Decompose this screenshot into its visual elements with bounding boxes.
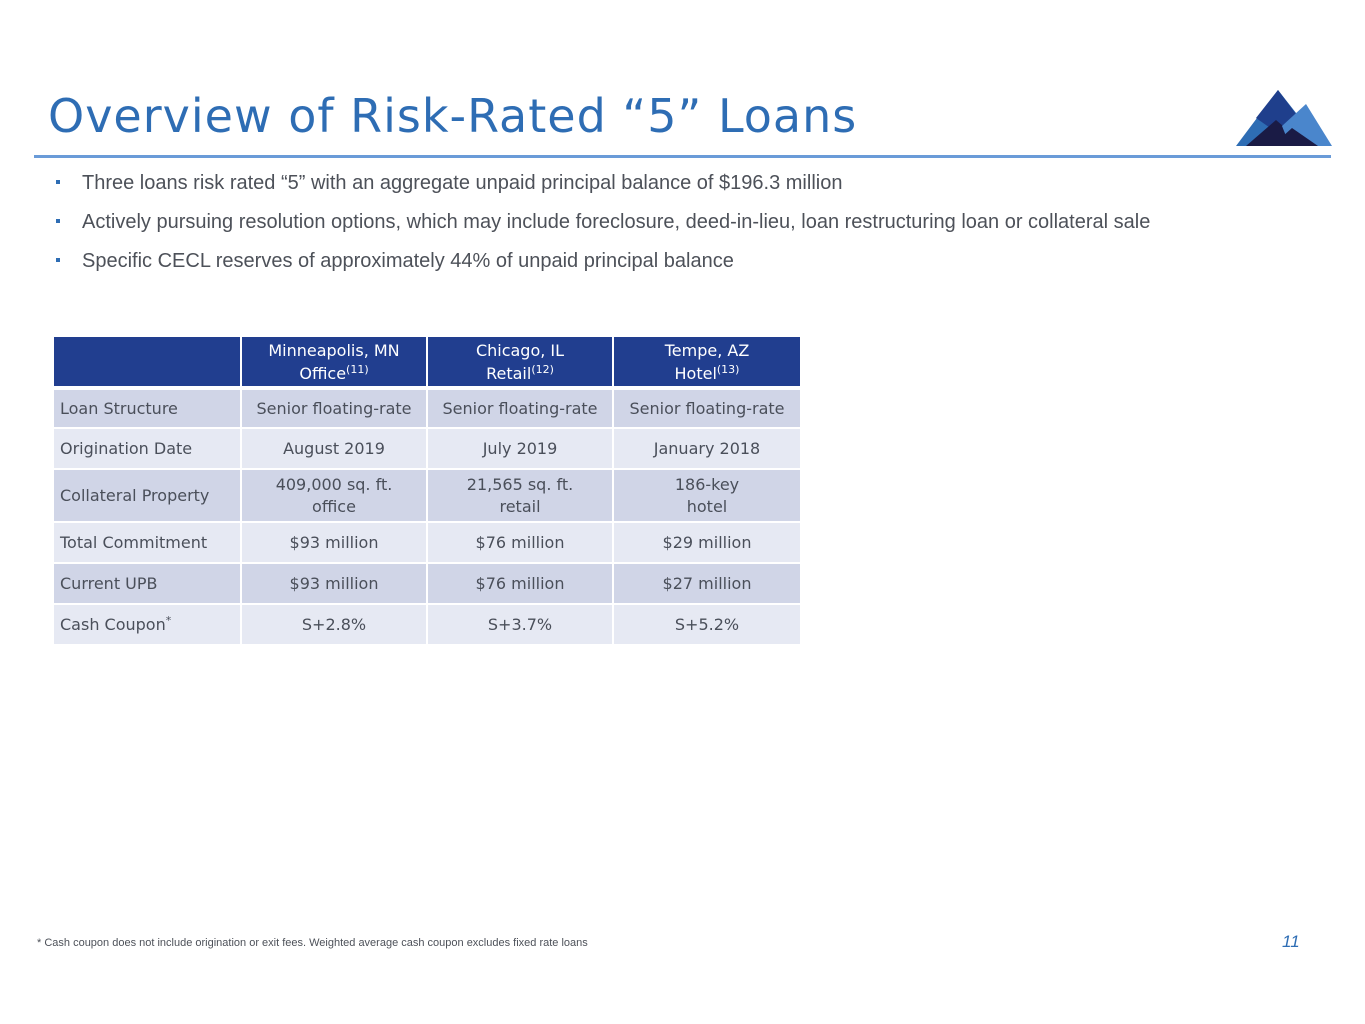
cell-text: $93 million — [289, 573, 379, 593]
row-label-text: Origination Date — [60, 439, 193, 458]
column-header-location: Minneapolis, MN — [268, 340, 400, 360]
table-cell: S+5.2% — [614, 605, 802, 646]
cell-text: Senior floating-rate — [442, 398, 598, 418]
cell-text: August 2019 — [283, 438, 385, 458]
footnote: * Cash coupon does not include originati… — [37, 937, 588, 949]
column-header-type: Hotel — [674, 363, 717, 383]
table-body: Loan Structure Senior floating-rate Senior… — [54, 390, 802, 646]
table-row: Current UPB $93 million $76 million $27 mil… — [54, 564, 802, 605]
column-header-note: (12) — [531, 362, 554, 376]
mountain-logo-icon — [1236, 90, 1332, 146]
table-cell: $27 million — [614, 564, 802, 605]
cell-text: 409,000 sq. ft. — [275, 474, 393, 494]
column-header-type: Retail — [486, 363, 532, 383]
table-cell: S+2.8% — [242, 605, 428, 646]
table-cell: 21,565 sq. ft. retail — [428, 470, 614, 523]
table-cell: $76 million — [428, 523, 614, 564]
row-label-text: Total Commitment — [60, 533, 208, 552]
cell-text: retail — [499, 496, 541, 516]
cell-text: 186-key — [674, 474, 740, 494]
table-cell: Senior floating-rate — [614, 390, 802, 429]
row-label: Collateral Property — [54, 470, 242, 523]
cell-text: Senior floating-rate — [256, 398, 412, 418]
cell-text: July 2019 — [482, 438, 558, 458]
cell-text: 21,565 sq. ft. — [466, 474, 574, 494]
row-label: Loan Structure — [54, 390, 242, 429]
row-label: Total Commitment — [54, 523, 242, 564]
cell-text: $76 million — [475, 573, 565, 593]
column-header-note: (11) — [346, 362, 369, 376]
column-header-tempe: Tempe, AZ Hotel(13) — [614, 337, 802, 390]
page-title: Overview of Risk-Rated “5” Loans — [48, 89, 858, 143]
column-header-location: Tempe, AZ — [664, 340, 750, 360]
column-header-chicago: Chicago, IL Retail(12) — [428, 337, 614, 390]
row-label-text: Current UPB — [60, 574, 158, 593]
table-corner-cell — [54, 337, 242, 390]
column-header-location: Chicago, IL — [475, 340, 565, 360]
column-header-minneapolis: Minneapolis, MN Office(11) — [242, 337, 428, 390]
table-cell: 409,000 sq. ft. office — [242, 470, 428, 523]
row-label-text: Loan Structure — [60, 399, 178, 418]
bullet-text: Specific CECL reserves of approximately … — [82, 250, 734, 272]
bullet-text: Actively pursuing resolution options, wh… — [82, 211, 1151, 233]
cell-text: S+5.2% — [674, 614, 740, 634]
table-header-row: Minneapolis, MN Office(11) Chicago, IL R… — [54, 337, 802, 390]
table-cell: $93 million — [242, 523, 428, 564]
row-label: Cash Coupon* — [54, 605, 242, 646]
table-cell: $93 million — [242, 564, 428, 605]
table-row: Loan Structure Senior floating-rate Senior… — [54, 390, 802, 429]
table-cell: August 2019 — [242, 429, 428, 470]
cell-text: S+2.8% — [301, 614, 367, 634]
table-cell: Senior floating-rate — [242, 390, 428, 429]
bullet-item: Three loans risk rated “5” with an aggre… — [56, 168, 1150, 207]
table-row: Origination Date August 2019 July 2019 Janu… — [54, 429, 802, 470]
page-number: 11 — [1282, 932, 1300, 951]
table-row: Cash Coupon* S+2.8% S+3.7% S+5.2% — [54, 605, 802, 646]
column-header-type: Office — [299, 363, 347, 383]
cell-text: $93 million — [289, 532, 379, 552]
table-cell: 186-key hotel — [614, 470, 802, 523]
row-label-note: * — [165, 614, 172, 627]
table-row: Collateral Property 409,000 sq. ft. office… — [54, 470, 802, 523]
table-cell: July 2019 — [428, 429, 614, 470]
cell-text: January 2018 — [653, 438, 761, 458]
table-cell: $76 million — [428, 564, 614, 605]
cell-text: office — [312, 496, 356, 516]
table-row: Total Commitment $93 million $76 million $2… — [54, 523, 802, 564]
row-label-text: Cash Coupon — [60, 615, 166, 634]
cell-text: hotel — [686, 496, 728, 516]
cell-text: Senior floating-rate — [629, 398, 785, 418]
column-header-note: (13) — [716, 362, 740, 376]
cell-text: S+3.7% — [487, 614, 553, 634]
cell-text: $27 million — [662, 573, 752, 593]
bullet-marker-icon — [56, 258, 60, 262]
row-label: Origination Date — [54, 429, 242, 470]
table-cell: S+3.7% — [428, 605, 614, 646]
row-label: Current UPB — [54, 564, 242, 605]
cell-text: $29 million — [662, 532, 752, 552]
title-divider — [34, 155, 1331, 158]
row-label-text: Collateral Property — [60, 486, 210, 505]
bullet-item: Specific CECL reserves of approximately … — [56, 246, 1150, 285]
table-cell: $29 million — [614, 523, 802, 564]
summary-bullets: Three loans risk rated “5” with an aggre… — [56, 168, 1150, 285]
bullet-marker-icon — [56, 180, 60, 184]
cell-text: $76 million — [475, 532, 565, 552]
table-cell: Senior floating-rate — [428, 390, 614, 429]
table-cell: January 2018 — [614, 429, 802, 470]
bullet-text: Three loans risk rated “5” with an aggre… — [82, 172, 843, 194]
bullet-marker-icon — [56, 219, 60, 223]
bullet-item: Actively pursuing resolution options, wh… — [56, 207, 1150, 246]
loans-table: Minneapolis, MN Office(11) Chicago, IL R… — [54, 337, 802, 646]
